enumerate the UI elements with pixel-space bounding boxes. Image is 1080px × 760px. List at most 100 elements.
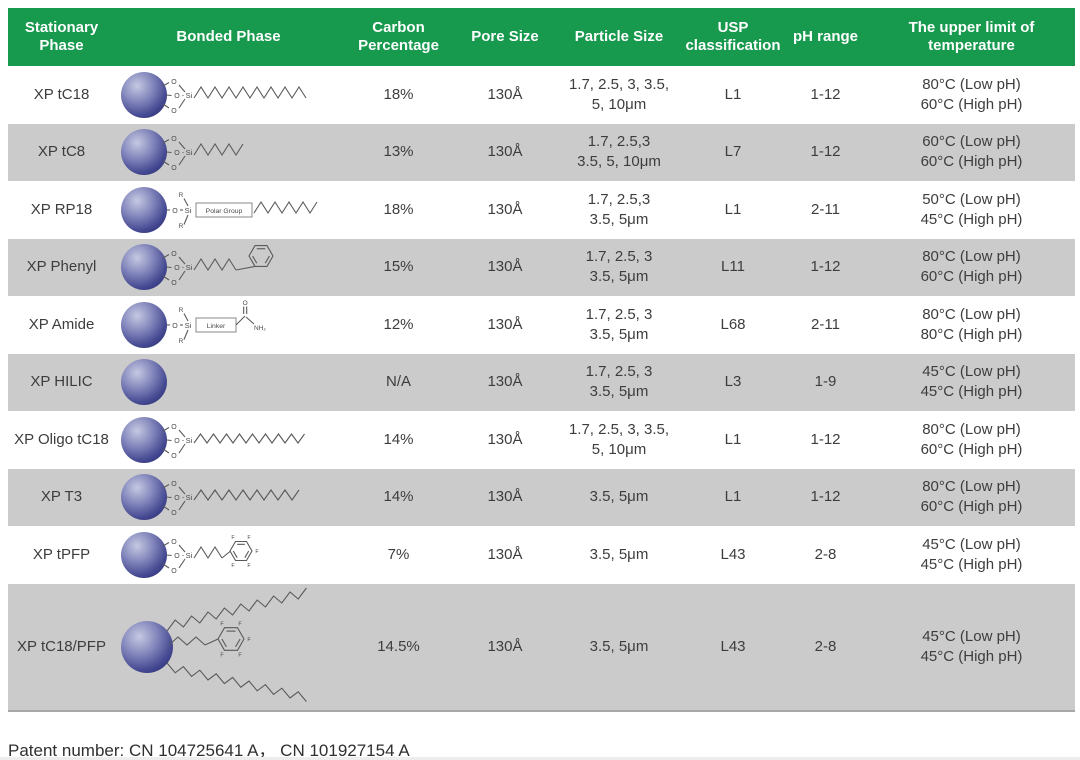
svg-text:O: O [174,553,180,560]
particle-size-cell: 1.7, 2.5, 3, 3.5, 5, 10μm [568,75,670,113]
temperature-limit-cell: 60°C (Low pH) 60°C (High pH) [920,133,1023,171]
svg-text:O: O [171,108,177,115]
usp-classification-cell: L3 [724,373,742,391]
temperature-limit-cell: 80°C (Low pH) 60°C (High pH) [920,248,1023,286]
svg-text:R: R [179,307,184,314]
usp-classification-cell: L43 [720,637,746,655]
svg-text:F: F [231,563,235,569]
svg-text:O: O [171,510,177,517]
svg-text:O: O [171,165,177,172]
bonded-phase-diagram [121,359,167,406]
table-row: XP tC18 O O O Si 18% 130Å 1.7, 2.5, 3, 3.5,… [8,66,1075,124]
ph-range-cell: 1-9 [814,373,837,391]
ph-range-cell: 2-8 [814,637,837,655]
bonded-phase-structure: O O O Si [115,469,347,525]
svg-text:F: F [220,652,224,658]
table-row: XP tPFP O O O Si F F F F F 7% 130Å 3.5, 5μm L43 … [8,526,1075,584]
pore-size-cell: 130Å [487,258,523,276]
usp-classification-cell: L1 [724,430,742,448]
header-pore-size: Pore Size [471,28,539,46]
stationary-phase-name: XP HILIC [30,373,93,391]
svg-text:O: O [174,438,180,445]
carbon-percentage-cell: 14% [383,488,414,506]
svg-text:F: F [255,549,259,555]
svg-text:R: R [179,192,184,199]
stationary-phase-name: XP T3 [40,488,83,506]
usp-classification-cell: L1 [724,200,742,218]
svg-text:O: O [171,453,177,460]
pore-size-cell: 130Å [487,488,523,506]
pore-size-cell: 130Å [487,200,523,218]
ph-range-cell: 2-8 [814,545,837,563]
svg-text:O: O [171,136,177,143]
header-particle-size: Particle Size [574,28,664,46]
table-row: XP tC8 O O O Si 13% 130Å 1.7, 2.5,3 3.5, 5,… [8,123,1075,181]
svg-text:Polar Group: Polar Group [206,208,243,215]
usp-classification-cell: L68 [720,315,746,333]
carbon-percentage-cell: 7% [387,545,410,563]
svg-text:O: O [174,150,180,157]
carbon-percentage-cell: 15% [383,258,414,276]
bonded-phase-structure [115,354,347,410]
usp-classification-cell: L1 [724,488,742,506]
bonded-phase-structure: F F F F F [115,585,347,709]
table-row: XP Oligo tC18 O O O Si 14% 130Å 1.7, 2.5, 3… [8,411,1075,469]
svg-text:Si: Si [186,493,193,502]
bottom-divider [0,757,1080,760]
stationary-phase-table: Stationary Phase Bonded Phase Carbon Per… [8,8,1075,712]
stationary-phase-name: XP Oligo tC18 [14,430,109,448]
particle-size-cell: 3.5, 5μm [589,545,649,563]
table-row: XP tC18/PFP F F F F F 14.5% 130Å 3.5, 5μm L4… [8,583,1075,710]
svg-text:F: F [238,652,242,658]
table-row: XP Phenyl O O O Si 15% 130Å 1.7, 2.5, 3 3.5… [8,238,1075,296]
svg-text:O: O [171,79,177,86]
stationary-phase-name: XP tC18/PFP [17,637,106,655]
temperature-limit-cell: 50°C (Low pH) 45°C (High pH) [920,190,1023,228]
svg-text:F: F [247,535,251,541]
particle-size-cell: 1.7, 2.5, 3 3.5, 5μm [585,248,653,286]
bonded-phase-structure: O O O Si [115,67,347,123]
bonded-phase-structure: O Si R R Linker O NH₂ [115,297,347,353]
pore-size-cell: 130Å [487,545,523,563]
svg-text:F: F [238,621,242,627]
stationary-phase-name: XP tPFP [32,545,91,563]
svg-text:Si: Si [186,148,193,157]
svg-text:O: O [171,568,177,575]
ph-range-cell: 2-11 [811,200,840,218]
particle-size-cell: 1.7, 2.5, 3, 3.5, 5, 10μm [568,420,670,458]
carbon-percentage-cell: 13% [383,143,414,161]
stationary-phase-name: XP tC18 [33,85,90,103]
svg-text:O: O [171,280,177,287]
carbon-percentage-cell: 14.5% [377,637,420,655]
svg-text:O: O [171,539,177,546]
pore-size-cell: 130Å [487,430,523,448]
usp-classification-cell: L11 [721,258,745,276]
carbon-percentage-cell: N/A [385,373,411,391]
bonded-phase-structure: O O O Si [115,412,347,468]
table-body: XP tC18 O O O Si 18% 130Å 1.7, 2.5, 3, 3.5,… [8,66,1075,710]
pore-size-cell: 130Å [487,143,523,161]
pore-size-cell: 130Å [487,85,523,103]
ph-range-cell: 1-12 [810,143,841,161]
usp-classification-cell: L7 [724,143,742,161]
carbon-percentage-cell: 18% [383,85,414,103]
svg-text:F: F [231,535,235,541]
stationary-phase-name: XP RP18 [30,200,93,218]
usp-classification-cell: L1 [724,85,742,103]
table-row: XP HILIC N/A 130Å 1.7, 2.5, 3 3.5, 5μm L… [8,353,1075,411]
svg-text:F: F [247,563,251,569]
particle-size-cell: 3.5, 5μm [589,488,649,506]
table-row: XP T3 O O O Si 14% 130Å 3.5, 5μm L1 1-12 80… [8,468,1075,526]
svg-text:Si: Si [186,91,193,100]
svg-text:O: O [174,495,180,502]
svg-text:Si: Si [186,436,193,445]
particle-size-cell: 3.5, 5μm [589,637,649,655]
bonded-phase-structure: O O O Si [115,239,347,295]
carbon-percentage-cell: 14% [383,430,414,448]
